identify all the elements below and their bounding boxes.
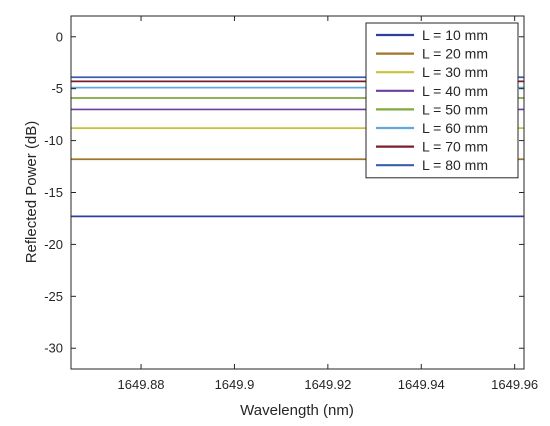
x-tick-label: 1649.92 xyxy=(304,377,351,392)
legend-label: L = 50 mm xyxy=(422,101,488,117)
legend-label: L = 10 mm xyxy=(422,27,488,43)
x-tick-label: 1649.9 xyxy=(215,377,255,392)
y-tick-label: -5 xyxy=(51,81,63,96)
x-tick-label: 1649.94 xyxy=(398,377,445,392)
y-tick-label: -15 xyxy=(44,185,63,200)
x-axis-label: Wavelength (nm) xyxy=(240,402,354,419)
legend: L = 10 mm L = 20 mm L = 30 mm L = 40 mm L = … xyxy=(365,22,519,179)
y-tick-label: -30 xyxy=(44,341,63,356)
y-tick-label: -20 xyxy=(44,237,63,252)
y-tick-label: -10 xyxy=(44,133,63,148)
x-tick-label: 1649.88 xyxy=(118,377,165,392)
legend-label: L = 40 mm xyxy=(422,83,488,99)
y-tick-label: -25 xyxy=(44,289,63,304)
y-axis-ticks: 0 -5 -10 -15 -20 -25 -30 xyxy=(44,29,524,356)
y-axis-label: Reflected Power (dB) xyxy=(23,121,40,264)
y-tick-label: 0 xyxy=(56,29,63,44)
legend-box xyxy=(365,22,519,179)
legend-label: L = 80 mm xyxy=(422,157,488,173)
x-axis-ticks: 1649.88 1649.9 1649.92 1649.94 1649.96 xyxy=(118,16,538,392)
legend-label: L = 30 mm xyxy=(422,64,488,80)
legend-label: L = 70 mm xyxy=(422,139,488,155)
x-tick-label: 1649.96 xyxy=(491,377,538,392)
legend-label: L = 60 mm xyxy=(422,120,488,136)
legend-label: L = 20 mm xyxy=(422,46,488,62)
